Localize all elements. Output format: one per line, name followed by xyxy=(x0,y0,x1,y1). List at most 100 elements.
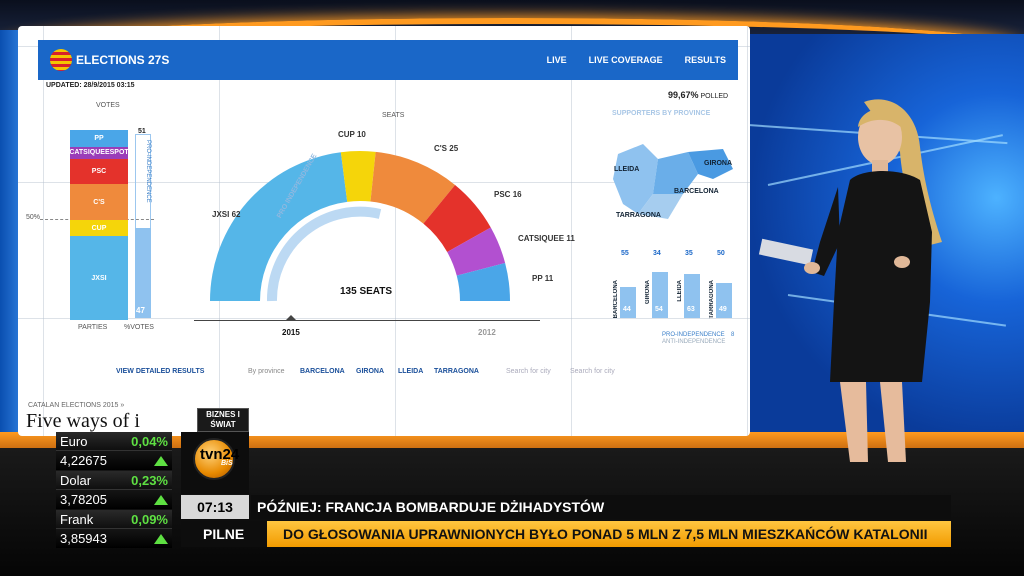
vote-segment-jxsi[interactable]: JXSI xyxy=(70,236,128,320)
province-inner-value: 44 xyxy=(623,306,631,313)
year-2012[interactable]: 2012 xyxy=(478,328,496,337)
floor-light-rim xyxy=(0,432,1024,450)
arc-label-cs: C'S 25 xyxy=(434,144,459,153)
province-bar[interactable] xyxy=(716,283,732,318)
map-girona[interactable] xyxy=(688,149,733,179)
arrow-up-icon xyxy=(154,455,168,466)
arc-segment-psc[interactable] xyxy=(423,184,491,253)
province-percent: 55 xyxy=(621,250,629,257)
nav-link-live-coverage[interactable]: LIVE COVERAGE xyxy=(588,55,663,65)
catalonia-map xyxy=(613,144,733,219)
province-link-barcelona[interactable]: BARCELONA xyxy=(300,368,345,375)
map-barcelona[interactable] xyxy=(653,152,698,194)
view-detailed-results-link[interactable]: VIEW DETAILED RESULTS xyxy=(116,368,205,375)
arc-segment-pp[interactable] xyxy=(456,263,510,301)
ticker-change: 0,23% xyxy=(131,472,168,488)
province-inner-value: 63 xyxy=(687,306,695,313)
news-crawl: DO GŁOSOWANIA UPRAWNIONYCH BYŁO PONAD 5 … xyxy=(267,521,951,547)
polled-label: POLLED xyxy=(700,93,729,100)
catalan-flag-logo-icon xyxy=(50,49,72,71)
province-inner-value: 49 xyxy=(719,306,727,313)
vote-share-stack: PP CATSIQUEESPOT PSC C'S CUP JXSI xyxy=(69,130,129,320)
brand-logo-sub: BiS xyxy=(221,460,233,467)
vote-segment-cup[interactable]: CUP xyxy=(70,219,128,237)
search-city-2[interactable]: Search for city xyxy=(570,368,615,375)
vote-segment-cs[interactable]: C'S xyxy=(70,184,128,220)
province-inner-value: 54 xyxy=(655,306,663,313)
polled-value: 99,67% xyxy=(668,90,699,100)
clock: 07:13 xyxy=(181,495,249,519)
legend-value: 8 xyxy=(731,332,735,338)
by-province-label: By province xyxy=(248,368,285,375)
nav-title: ELECTIONS 27S xyxy=(76,53,170,67)
polled-indicator: 99,67% POLLED xyxy=(668,90,728,100)
province-bar[interactable] xyxy=(684,274,700,318)
year-2015[interactable]: 2015 xyxy=(282,328,300,337)
ticker-change: 0,09% xyxy=(131,511,168,527)
arc-label-jxsi: JXSI 62 xyxy=(212,210,241,219)
arc-segment-jxsi[interactable] xyxy=(210,152,348,301)
left-video-wall xyxy=(0,30,20,440)
presenter-figure xyxy=(758,99,942,462)
arrow-up-icon xyxy=(154,533,168,544)
vote-segment-pp[interactable]: PP xyxy=(70,130,128,147)
independence-value: 51 xyxy=(138,128,146,135)
arc-segment-catsiquee[interactable] xyxy=(447,227,506,276)
map-lleida[interactable] xyxy=(613,144,658,214)
arc-label-psc: PSC 16 xyxy=(494,190,522,199)
ticker-change: 0,04% xyxy=(131,433,168,449)
supporters-title: SUPPORTERS BY PROVINCE xyxy=(612,110,711,117)
article-headline[interactable]: Five ways of i xyxy=(26,410,140,432)
nav-link-live[interactable]: LIVE xyxy=(546,55,567,65)
ticker-name: Dolar xyxy=(60,472,92,488)
search-city-1[interactable]: Search for city xyxy=(506,368,551,375)
ticker-value: 3,85943 xyxy=(60,531,107,546)
province-name: GIRONA xyxy=(645,280,651,304)
timeline-marker-icon xyxy=(286,315,296,320)
arc-label-catsiquee: CATSIQUEE 11 xyxy=(518,234,575,243)
fifty-percent-label: 50% xyxy=(26,214,41,221)
percent-votes-label: %VOTES xyxy=(124,324,154,331)
ticker-value: 4,22675 xyxy=(60,453,107,468)
province-bar[interactable] xyxy=(620,287,636,318)
independence-vertical-label: PRO-INDEPENDENCE xyxy=(145,140,151,203)
election-screen: ELECTIONS 27S LIVE LIVE COVERAGE RESULTS… xyxy=(18,26,750,436)
vote-segment-catsiqueespot[interactable]: CATSIQUEESPOT xyxy=(69,146,129,160)
breadcrumb[interactable]: CATALAN ELECTIONS 2015 » xyxy=(28,402,125,409)
legend-pro: PRO-INDEPENDENCE xyxy=(662,332,725,338)
province-bar[interactable] xyxy=(652,272,668,318)
ceiling-light-rim xyxy=(0,18,1024,48)
arc-segment-cup[interactable] xyxy=(340,151,376,202)
pro-independence-inner-arc xyxy=(266,206,382,302)
legend-anti: ANTI-INDEPENDENCE xyxy=(662,339,726,345)
ticker-name: Euro xyxy=(60,433,88,449)
updated-timestamp: UPDATED: 28/9/2015 03:15 xyxy=(46,82,135,89)
nav-link-results[interactable]: RESULTS xyxy=(684,55,726,65)
province-link-tarragona[interactable]: TARRAGONA xyxy=(434,368,479,375)
up-next-bar: PÓŹNIEJ: FRANCJA BOMBARDUJE DŻIHADYSTÓW xyxy=(251,495,951,519)
ticker-row-euro: Euro 0,04% 4,22675 xyxy=(56,432,172,471)
ticker-value: 3,78205 xyxy=(60,492,107,507)
ticker-row-frank: Frank 0,09% 3,85943 xyxy=(56,510,172,549)
arc-segment-cs[interactable] xyxy=(370,151,456,224)
province-name: TARRAGONA xyxy=(709,280,715,319)
tvn24-logo-icon xyxy=(193,438,235,480)
vote-segment-psc[interactable]: PSC xyxy=(70,159,128,185)
province-link-lleida[interactable]: LLEIDA xyxy=(398,368,424,375)
arc-label-pp: PP 11 xyxy=(532,274,554,283)
province-link-girona[interactable]: GIRONA xyxy=(356,368,384,375)
map-label-lleida: LLEIDA xyxy=(614,166,640,173)
map-label-barcelona: BARCELONA xyxy=(674,188,719,195)
province-percent: 50 xyxy=(717,250,725,257)
map-tarragona[interactable] xyxy=(638,194,683,219)
map-label-tarragona: TARRAGONA xyxy=(616,212,661,219)
province-percent: 35 xyxy=(685,250,693,257)
elections-navbar: ELECTIONS 27S LIVE LIVE COVERAGE RESULTS xyxy=(38,40,738,80)
year-timeline xyxy=(194,320,540,321)
ticker-row-dolar: Dolar 0,23% 3,78205 xyxy=(56,471,172,510)
ticker-name: Frank xyxy=(60,511,94,527)
parties-label: PARTIES xyxy=(78,324,108,331)
pilne-label: PILNE xyxy=(181,521,267,547)
province-name: BARCELONA xyxy=(613,280,619,319)
seats-label: SEATS xyxy=(382,112,405,119)
